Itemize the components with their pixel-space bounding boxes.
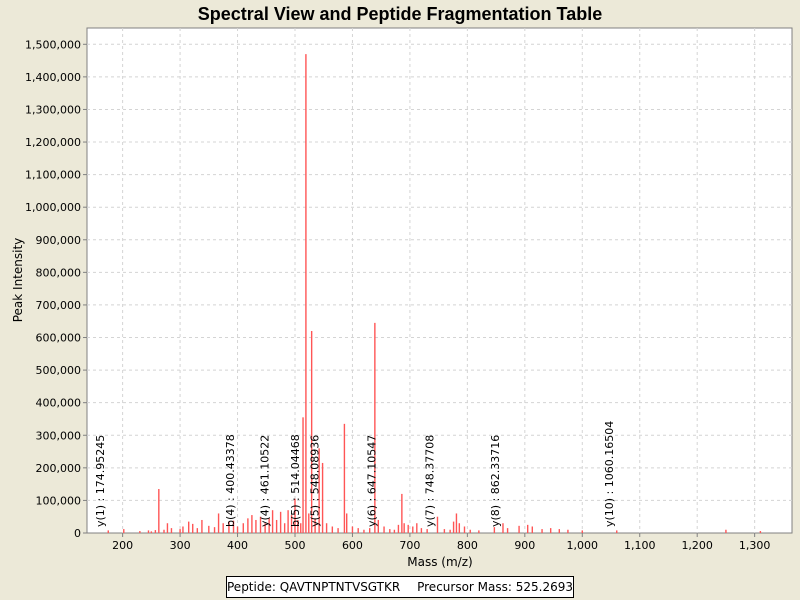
x-tick-label: 500 — [284, 539, 305, 552]
peaks — [107, 54, 762, 533]
y-tick-label: 0 — [74, 527, 81, 540]
y-tick-label: 600,000 — [36, 332, 82, 345]
peak-annotation: y(6) : 647.10547 — [366, 435, 379, 527]
x-tick-label: 200 — [112, 539, 133, 552]
y-tick-label: 400,000 — [36, 397, 82, 410]
peak-annotations: y(1) : 174.95245 b(4) : 400.43378 y(4) : 4… — [94, 421, 616, 527]
peak-annotation: y(7) : 748.37708 — [424, 435, 437, 527]
y-tick-label: 900,000 — [36, 234, 82, 247]
x-axis-label: Mass (m/z) — [407, 555, 472, 569]
peak-annotation: b(5) : 514.04468 — [289, 434, 302, 527]
y-tick-label: 1,500,000 — [25, 38, 81, 51]
x-tick-label: 1,300 — [739, 539, 771, 552]
y-tick-label: 200,000 — [36, 462, 82, 475]
peptide-sequence: Peptide: QAVTNPTNTVSGTKR — [227, 580, 401, 594]
peak-annotation: y(4) : 461.10522 — [259, 435, 272, 527]
x-tick-label: 700 — [399, 539, 420, 552]
x-tick-label: 1,200 — [681, 539, 713, 552]
precursor-mass: Precursor Mass: 525.2693 — [417, 580, 573, 594]
peak-annotation: y(8) : 862.33716 — [489, 435, 502, 527]
y-tick-label: 700,000 — [36, 299, 82, 312]
y-axis-ticks: 0 100,000 200,000 300,000 400,000 500,000 600,… — [25, 38, 87, 540]
y-tick-label: 800,000 — [36, 266, 82, 279]
y-axis-label: Peak Intensity — [11, 238, 25, 323]
peak-annotation: b(4) : 400.43378 — [224, 434, 237, 527]
x-tick-label: 300 — [170, 539, 191, 552]
peak-annotation: y(1) : 174.95245 — [94, 435, 107, 527]
x-tick-label: 1,100 — [624, 539, 656, 552]
chart-title: Spectral View and Peptide Fragmentation … — [198, 4, 602, 24]
x-tick-label: 900 — [514, 539, 535, 552]
peak-annotation: y(10) : 1060.16504 — [603, 421, 616, 527]
y-tick-label: 300,000 — [36, 429, 82, 442]
peak-annotation: y(5) : 548.08936 — [309, 435, 322, 527]
y-tick-label: 1,100,000 — [25, 169, 81, 182]
x-tick-label: 1,000 — [567, 539, 599, 552]
plot-area — [86, 27, 793, 534]
grid-lines — [87, 28, 792, 533]
y-tick-label: 1,400,000 — [25, 71, 81, 84]
y-tick-label: 1,300,000 — [25, 103, 81, 116]
x-axis-ticks: 200 300 400 500 600 700 800 900 1,000 1,100 1,200 1… — [112, 533, 770, 552]
y-tick-label: 1,200,000 — [25, 136, 81, 149]
y-tick-label: 500,000 — [36, 364, 82, 377]
x-tick-label: 400 — [227, 539, 248, 552]
x-tick-label: 800 — [457, 539, 478, 552]
y-tick-label: 1,000,000 — [25, 201, 81, 214]
y-tick-label: 100,000 — [36, 494, 82, 507]
peptide-legend: Peptide: QAVTNPTNTVSGTKR Precursor Mass:… — [226, 576, 574, 598]
x-tick-label: 600 — [342, 539, 363, 552]
